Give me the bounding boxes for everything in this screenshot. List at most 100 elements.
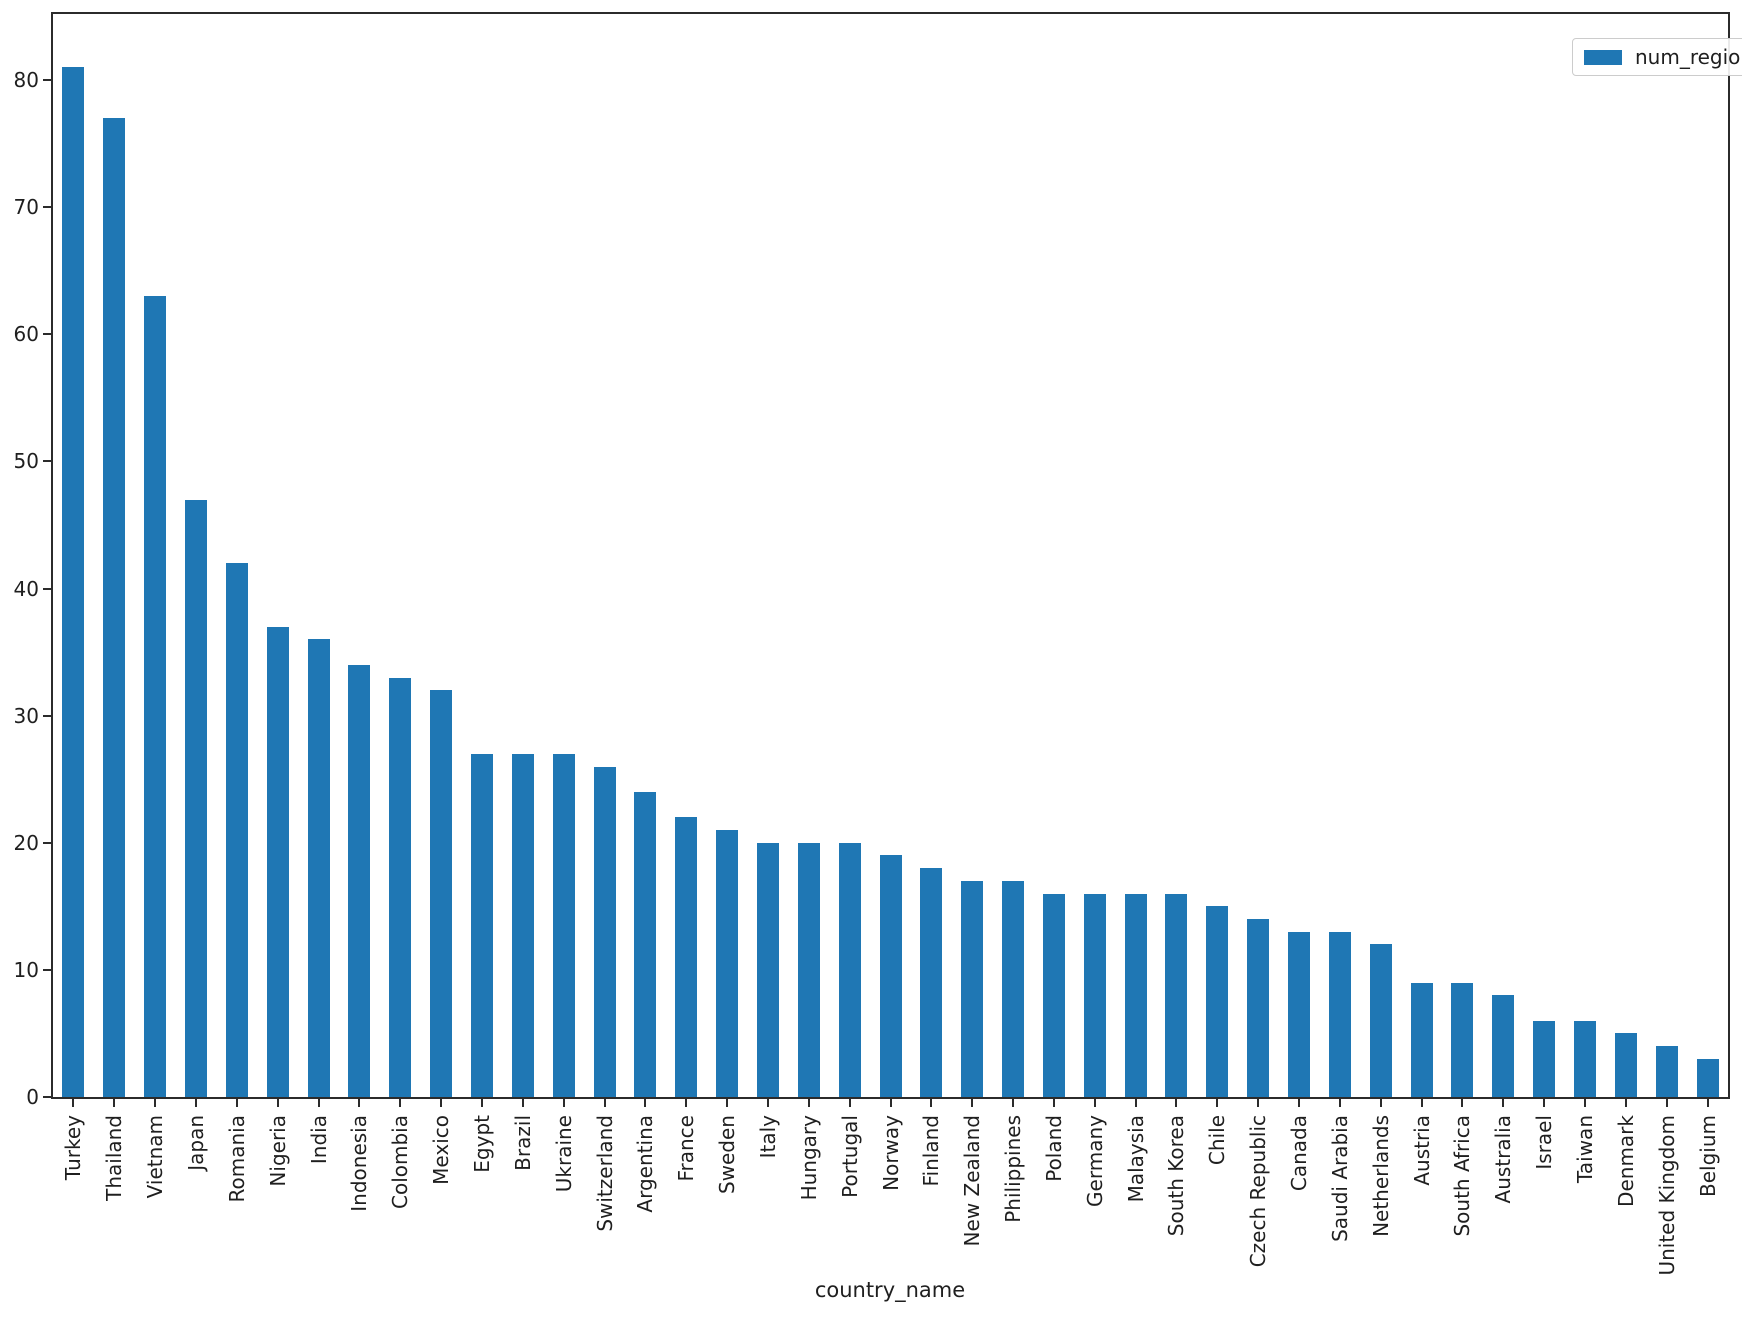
bar-argentina	[634, 792, 657, 1097]
bar-indonesia	[348, 665, 371, 1097]
bar-australia	[1492, 995, 1515, 1097]
x-tick-label: South Korea	[1164, 1115, 1189, 1237]
x-tick	[358, 1099, 361, 1107]
y-tick	[43, 79, 51, 81]
bar-norway	[879, 855, 902, 1097]
y-tick	[43, 1096, 51, 1098]
bar-turkey	[62, 67, 85, 1097]
x-tick-label: Indonesia	[347, 1115, 372, 1212]
bar-colombia	[389, 678, 412, 1097]
x-tick	[971, 1099, 974, 1107]
x-tick	[440, 1099, 443, 1107]
x-tick-label: Austria	[1409, 1115, 1434, 1186]
x-tick	[1706, 1099, 1709, 1107]
x-tick-label: Egypt	[469, 1115, 494, 1173]
bar-czech-republic	[1247, 919, 1270, 1097]
x-tick-label: Vietnam	[143, 1115, 168, 1199]
x-tick-label: Canada	[1287, 1115, 1312, 1192]
legend-label: num_regions	[1635, 45, 1742, 69]
y-tick	[43, 206, 51, 208]
x-tick	[154, 1099, 157, 1107]
bar-switzerland	[593, 767, 616, 1097]
x-tick-label: Italy	[755, 1115, 780, 1159]
x-tick-label: Taiwan	[1573, 1115, 1597, 1184]
y-tick-label: 70	[13, 195, 39, 219]
bar-france	[675, 817, 698, 1097]
x-tick	[1502, 1099, 1505, 1107]
bar-malaysia	[1124, 894, 1147, 1097]
x-tick	[1216, 1099, 1219, 1107]
bar-denmark	[1614, 1033, 1637, 1097]
x-tick	[766, 1099, 769, 1107]
x-tick	[480, 1099, 483, 1107]
y-tick	[43, 969, 51, 971]
x-tick-label: India	[306, 1115, 331, 1165]
y-tick-label: 50	[13, 449, 39, 473]
x-tick-label: South Africa	[1450, 1115, 1475, 1237]
x-tick-label: Mexico	[429, 1115, 454, 1185]
x-tick	[644, 1099, 647, 1107]
bar-finland	[920, 868, 943, 1097]
bar-poland	[1042, 894, 1065, 1097]
x-tick-label: Poland	[1041, 1115, 1066, 1182]
x-tick-label: Chile	[1205, 1115, 1230, 1166]
bar-nigeria	[266, 627, 289, 1097]
bar-hungary	[797, 843, 820, 1097]
x-tick-label: Ukraine	[551, 1115, 576, 1193]
bar-sweden	[716, 830, 739, 1097]
x-tick-label: Saudi Arabia	[1327, 1115, 1352, 1242]
x-tick	[1175, 1099, 1178, 1107]
plot-area: num_regions	[51, 12, 1742, 1099]
x-tick-label: Hungary	[796, 1115, 821, 1201]
x-tick	[194, 1099, 197, 1107]
y-tick-label: 30	[13, 704, 39, 728]
bar-new-zealand	[961, 881, 984, 1097]
x-tick-label: Sweden	[715, 1115, 740, 1195]
x-tick	[1338, 1099, 1341, 1107]
bar-netherlands	[1369, 944, 1392, 1097]
bar-taiwan	[1574, 1021, 1596, 1097]
x-tick-label: Norway	[878, 1115, 903, 1191]
x-tick	[685, 1099, 688, 1107]
x-axis-title: country_name	[814, 1278, 966, 1302]
bar-chile	[1206, 906, 1229, 1097]
x-tick	[603, 1099, 606, 1107]
x-tick-label: Denmark	[1613, 1115, 1638, 1207]
x-tick-label: Switzerland	[592, 1115, 617, 1232]
x-tick	[562, 1099, 565, 1107]
bar-germany	[1083, 894, 1106, 1097]
y-tick	[43, 715, 51, 717]
y-tick-label: 20	[13, 831, 39, 855]
legend-swatch-icon	[1584, 49, 1622, 65]
x-tick-label: Malaysia	[1123, 1115, 1148, 1203]
x-tick-label: Argentina	[633, 1115, 658, 1213]
x-tick	[521, 1099, 524, 1107]
x-tick-label: Portugal	[837, 1115, 862, 1198]
x-tick-label: United Kingdom	[1654, 1115, 1679, 1276]
x-tick	[1093, 1099, 1096, 1107]
x-tick-label: Belgium	[1695, 1115, 1720, 1197]
x-tick	[726, 1099, 729, 1107]
bar-austria	[1410, 983, 1433, 1097]
bar-italy	[756, 843, 779, 1097]
y-tick-label: 40	[13, 577, 39, 601]
x-tick	[399, 1099, 402, 1107]
x-tick	[276, 1099, 279, 1107]
x-tick	[113, 1099, 116, 1107]
bar-mexico	[430, 690, 453, 1097]
x-tick	[1543, 1099, 1546, 1107]
y-tick	[43, 460, 51, 462]
x-tick-label: Nigeria	[265, 1115, 290, 1187]
x-tick	[1665, 1099, 1668, 1107]
x-tick-label: Colombia	[388, 1115, 413, 1209]
bar-thailand	[103, 118, 126, 1097]
bar-united-kingdom	[1655, 1046, 1678, 1097]
x-tick	[1052, 1099, 1055, 1107]
x-tick-label: Australia	[1491, 1115, 1516, 1204]
x-tick	[235, 1099, 238, 1107]
bar-vietnam	[144, 296, 167, 1097]
x-tick-label: Finland	[919, 1115, 944, 1187]
x-tick	[1420, 1099, 1423, 1107]
bar-belgium	[1696, 1059, 1719, 1097]
